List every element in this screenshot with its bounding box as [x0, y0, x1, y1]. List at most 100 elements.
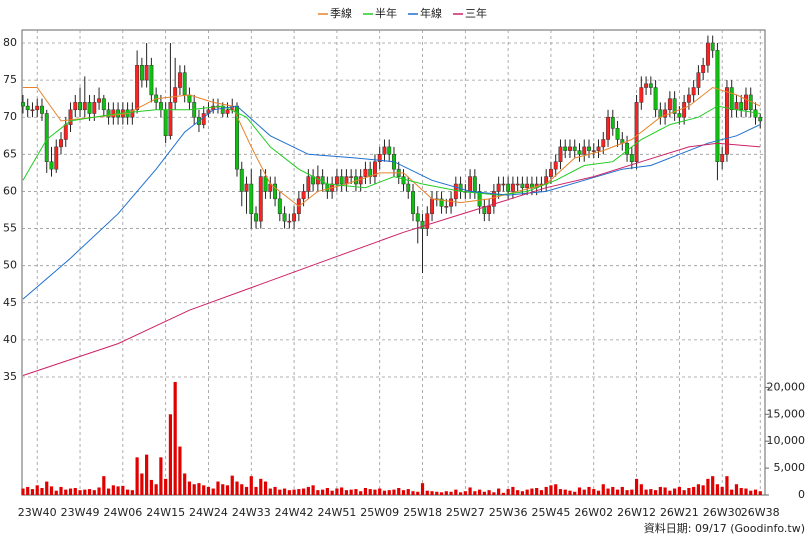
volume-bar — [225, 485, 230, 495]
volume-bar — [730, 489, 734, 495]
volume-bar — [658, 486, 662, 495]
candle-body — [139, 65, 144, 81]
candle-body — [101, 98, 106, 111]
volume-bar — [420, 483, 425, 495]
volume-bar — [125, 489, 130, 495]
volume-bar — [59, 486, 63, 495]
volume-bar — [458, 492, 463, 495]
volume-bar — [530, 488, 534, 495]
volume-bar — [758, 491, 762, 495]
candle-body — [320, 176, 325, 185]
volume-bar — [753, 489, 758, 495]
candle-body — [449, 198, 454, 207]
candle-body — [520, 183, 525, 188]
volume-bar — [549, 485, 553, 495]
candle-body — [68, 109, 73, 125]
candle-body — [677, 113, 682, 118]
volume-bar — [692, 486, 696, 495]
volume-bar — [520, 491, 525, 495]
volume-bar — [54, 490, 58, 495]
volume-bar — [78, 490, 82, 495]
candle-body — [672, 98, 677, 114]
candle-body — [444, 206, 449, 208]
volume-bar — [368, 489, 372, 495]
candle-body — [472, 176, 477, 192]
volume-bar — [306, 486, 310, 495]
candle-body — [35, 105, 40, 111]
volume-bar — [463, 491, 467, 495]
volume-bar — [677, 486, 681, 495]
volume-bar — [301, 488, 306, 495]
candle-body — [49, 161, 54, 170]
volume-bar — [382, 490, 387, 495]
candle-body — [54, 146, 59, 170]
volume-bar — [682, 490, 686, 495]
volume-bar — [611, 486, 615, 495]
candle-body — [315, 176, 320, 185]
volume-bar — [749, 490, 753, 495]
legend-label: 季線 — [330, 6, 352, 20]
legend-label: 三年 — [465, 6, 487, 20]
volume-bar — [340, 487, 344, 495]
volume-bar — [197, 483, 201, 495]
candle-body — [87, 102, 92, 114]
volume-bar — [121, 485, 125, 495]
candle-body — [439, 198, 444, 207]
x-tick-label: 26W30 — [703, 506, 742, 519]
volume-bar — [168, 414, 173, 495]
y-tick-label: 75 — [3, 73, 17, 86]
x-tick-label: 26W02 — [574, 506, 613, 519]
volume-bar — [249, 476, 253, 495]
volume-bar — [411, 491, 415, 495]
candle-body — [420, 220, 425, 229]
volume-bar — [563, 489, 567, 495]
ma-line — [22, 142, 761, 376]
volume-bar — [359, 491, 363, 495]
candle-body — [710, 42, 715, 51]
volume-bar — [506, 489, 510, 495]
volume-bar — [335, 488, 339, 495]
x-tick-label: 24W24 — [189, 506, 228, 519]
candle-body — [591, 150, 596, 152]
volume-bar — [344, 490, 349, 495]
candle-body — [358, 176, 363, 185]
candle-body — [187, 94, 192, 103]
volume-bar — [554, 484, 558, 495]
candle-body — [382, 146, 387, 155]
volume-bar — [287, 490, 291, 495]
x-tick-label: 26W38 — [741, 506, 780, 519]
volume-bar — [216, 481, 220, 495]
volume-bar — [687, 488, 691, 495]
volume-bar — [354, 489, 358, 495]
volume-bar — [601, 484, 605, 495]
candle-body — [97, 98, 102, 103]
volume-bar — [83, 489, 87, 495]
volume-bar — [720, 486, 724, 495]
volume-bar — [87, 489, 92, 495]
candle-body — [59, 139, 63, 148]
candle-body — [458, 183, 463, 192]
volume-bar — [35, 485, 39, 495]
volume-bar — [663, 487, 667, 495]
volume-bar — [644, 489, 648, 495]
candle-body — [201, 113, 206, 125]
volume-bar — [349, 489, 353, 495]
candle-body — [21, 102, 25, 107]
candle-body — [239, 168, 244, 192]
candle-body — [363, 168, 368, 177]
volume-bar — [40, 488, 44, 495]
volume-bar — [544, 486, 548, 495]
volume-bar — [430, 491, 434, 495]
volume-bar — [135, 457, 139, 495]
volume-bar — [696, 484, 701, 495]
volume-bar — [221, 484, 225, 495]
candle-body — [596, 146, 601, 151]
candle-body — [249, 183, 254, 214]
candle-body — [344, 176, 349, 185]
candle-body — [686, 94, 691, 103]
candle-body — [325, 183, 330, 192]
volume-bar — [416, 491, 420, 495]
volume-bar — [573, 491, 577, 495]
volume-bar — [211, 488, 215, 495]
